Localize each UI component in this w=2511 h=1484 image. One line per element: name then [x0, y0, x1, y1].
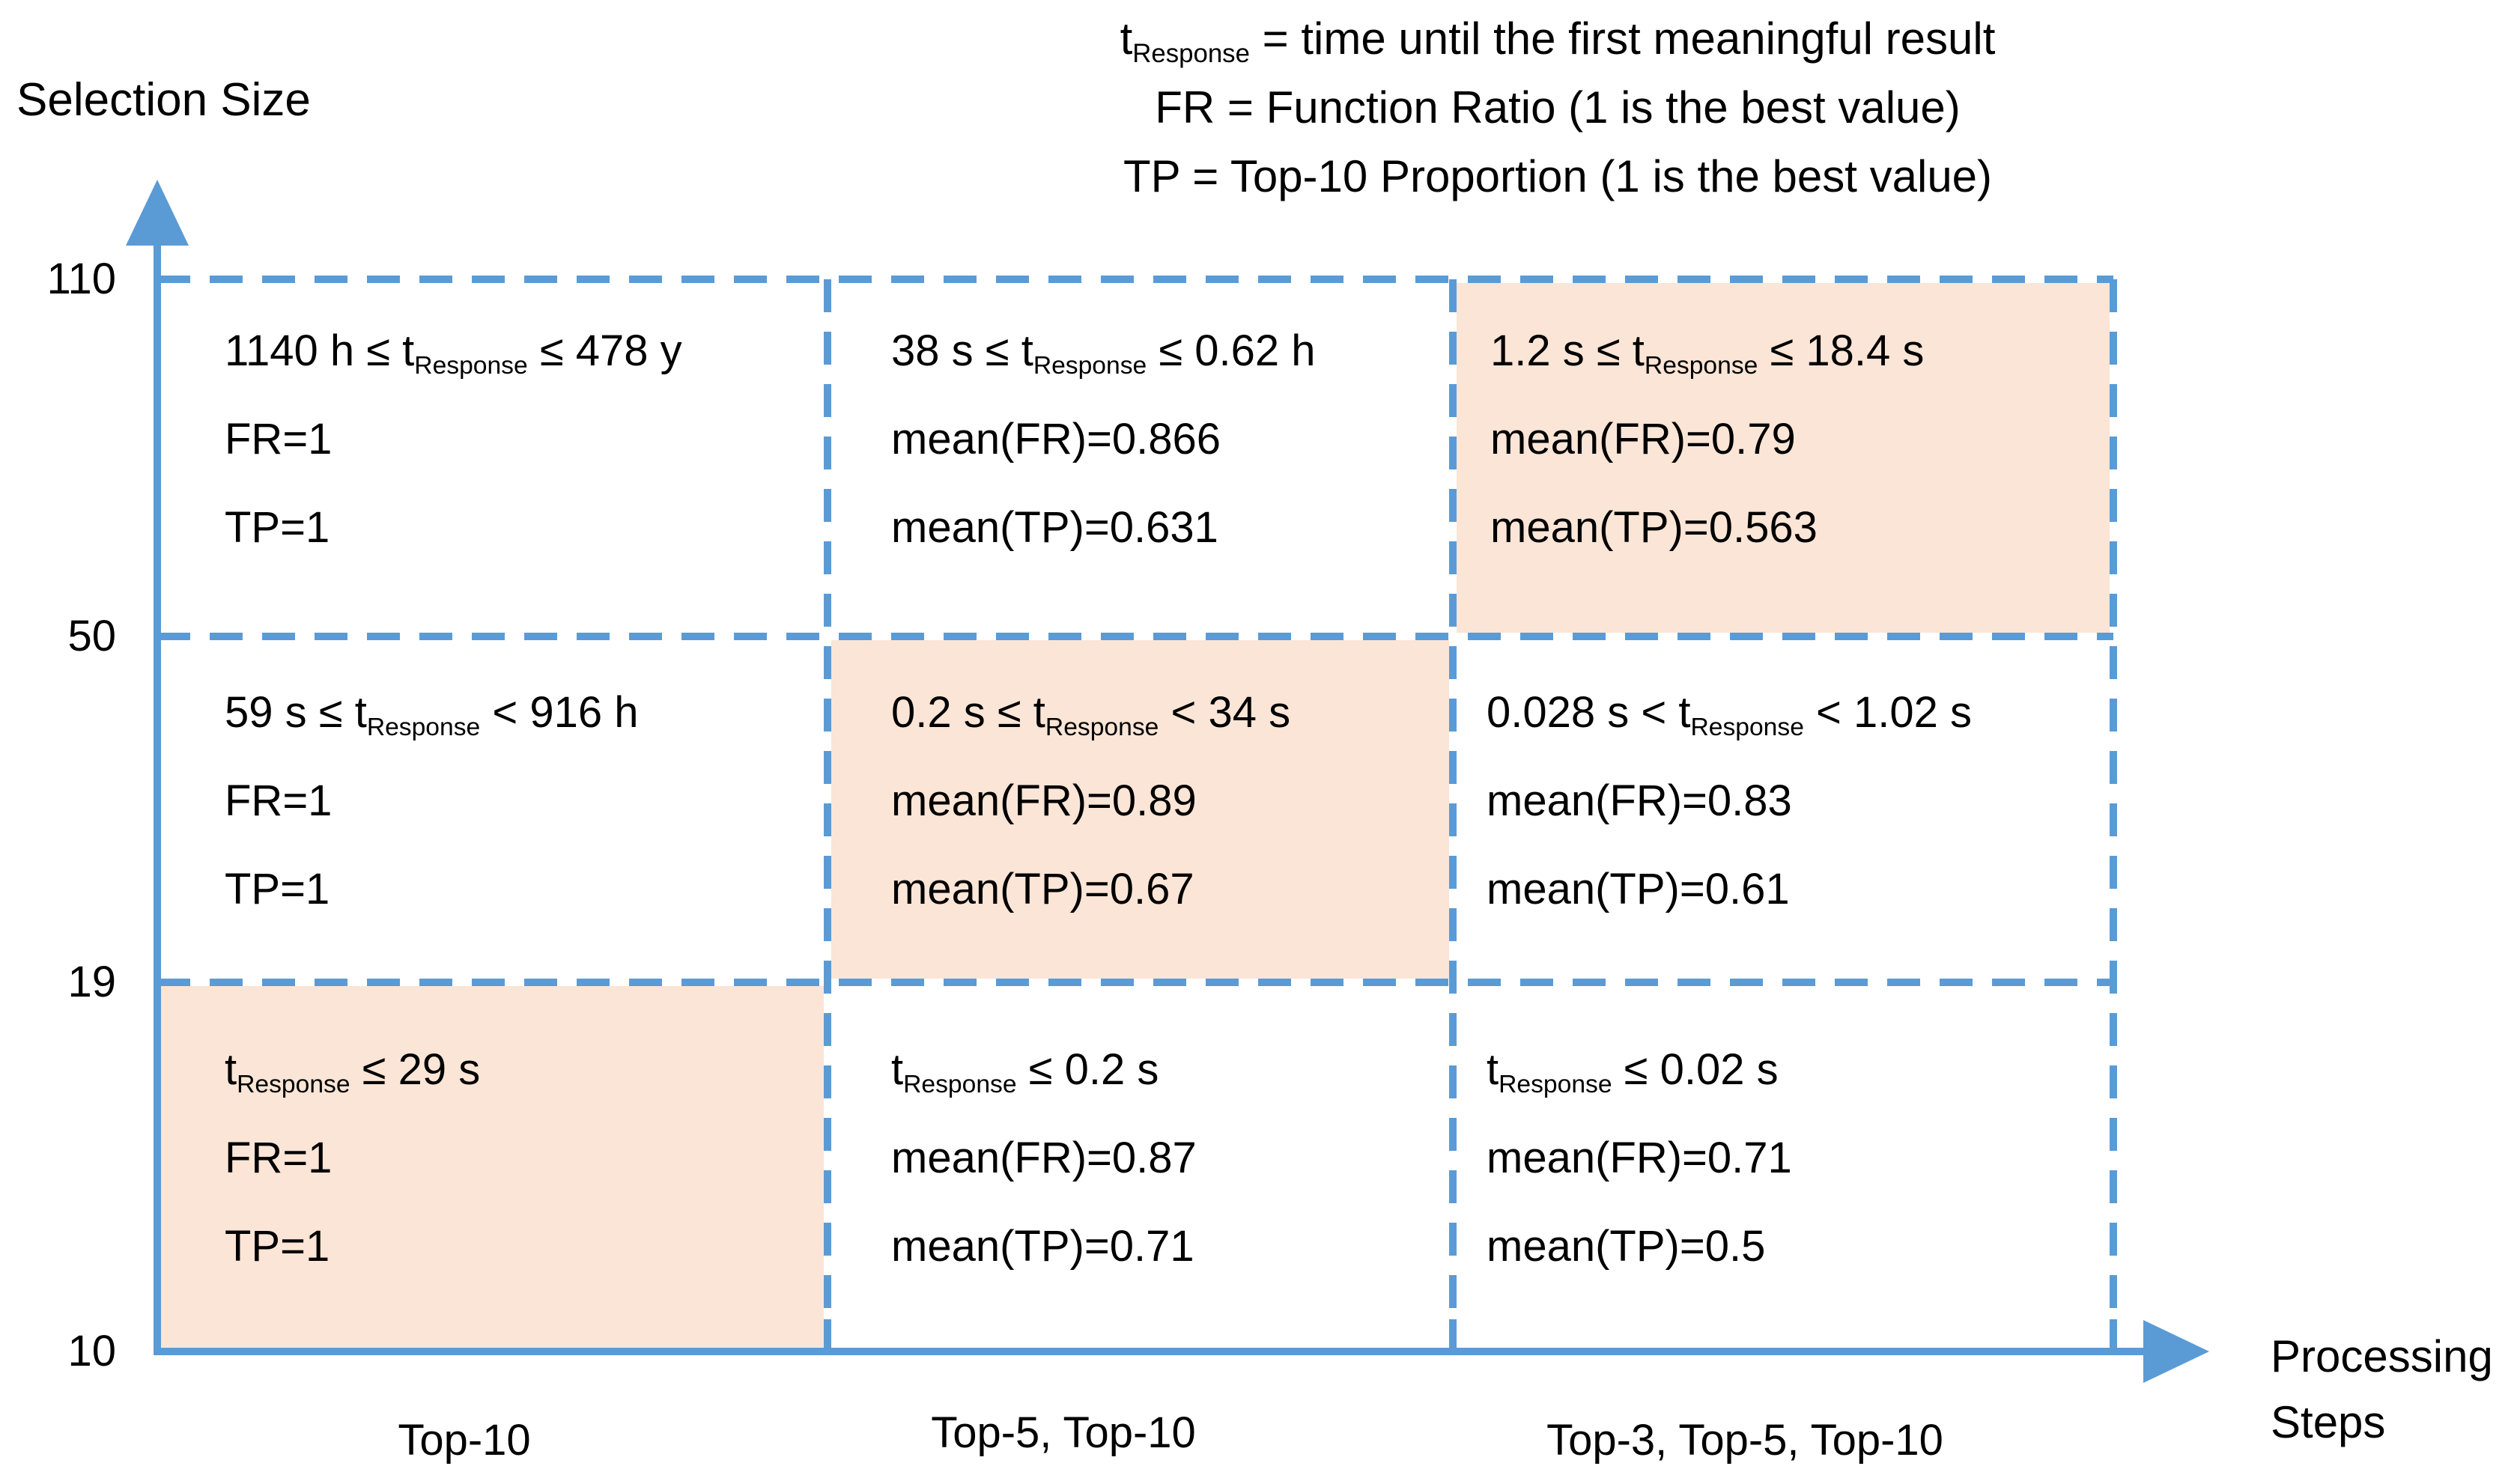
cell-row1-col0: 59 s ≤ tResponse < 916 h FR=1 TP=1	[225, 685, 638, 950]
highlight-cell-row2-col0	[161, 986, 824, 1348]
x-axis-title: Processing Steps	[2271, 1324, 2493, 1456]
x-axis-title-line2: Steps	[2271, 1397, 2386, 1447]
cell-row1-col0-trange: 59 s ≤ tResponse < 916 h	[225, 688, 639, 741]
y-tick-label-19: 19	[67, 958, 116, 1006]
cell-row0-col0-trange: 1140 h ≤ tResponse ≤ 478 y	[225, 326, 682, 380]
cell-row0-col1-trange: 38 s ≤ tResponse ≤ 0.62 h	[891, 326, 1316, 380]
cell-row1-col2-trange: 0.028 s < tResponse < 1.02 s	[1487, 688, 1973, 741]
cell-row0-col1-tp: mean(TP)=0.631	[891, 503, 1218, 552]
highlight-cell-row0-col2	[1457, 283, 2110, 633]
cell-row1-col2-tp: mean(TP)=0.61	[1487, 865, 1790, 913]
cell-row1-col1-trange: 0.2 s ≤ tResponse < 34 s	[891, 688, 1291, 741]
x-category-top5-top10: Top-5, Top-10	[931, 1408, 1196, 1457]
y-tick-label-110: 110	[46, 255, 116, 303]
cell-row0-col2-trange: 1.2 s ≤ tResponse ≤ 18.4 s	[1490, 326, 1925, 380]
cell-row0-col2: 1.2 s ≤ tResponse ≤ 18.4 s mean(FR)=0.79…	[1490, 323, 1924, 589]
grid-border-top	[157, 276, 2113, 283]
cell-row2-col1-tp: mean(TP)=0.71	[891, 1222, 1194, 1271]
cell-row2-col2-fr: mean(FR)=0.71	[1487, 1134, 1792, 1182]
cell-row0-col1: 38 s ≤ tResponse ≤ 0.62 h mean(FR)=0.866…	[891, 323, 1316, 589]
legend-line-tp: TP = Top-10 Proportion (1 is the best va…	[1123, 151, 1993, 201]
cell-row2-col0-tp: TP=1	[225, 1222, 330, 1271]
y-axis-line	[154, 232, 161, 1351]
y-axis-arrow-icon	[126, 180, 189, 246]
cell-row2-col1: tResponse ≤ 0.2 s mean(FR)=0.87 mean(TP)…	[891, 1042, 1197, 1307]
col-divider-2	[1449, 279, 1457, 1351]
cell-row0-col0: 1140 h ≤ tResponse ≤ 478 y FR=1 TP=1	[225, 323, 682, 589]
legend-line-fr: FR = Function Ratio (1 is the best value…	[1155, 82, 1961, 133]
grid-border-right	[2110, 279, 2117, 1351]
x-category-top10: Top-10	[398, 1416, 531, 1465]
col-divider-1	[824, 279, 831, 1351]
cell-row1-col0-tp: TP=1	[225, 865, 330, 913]
cell-row1-col1: 0.2 s ≤ tResponse < 34 s mean(FR)=0.89 m…	[891, 685, 1290, 950]
cell-row2-col0-fr: FR=1	[225, 1134, 333, 1182]
x-axis-title-line1: Processing	[2271, 1331, 2493, 1381]
cell-row2-col0: tResponse ≤ 29 s FR=1 TP=1	[225, 1042, 480, 1307]
x-axis-line	[154, 1348, 2146, 1355]
cell-row0-col0-fr: FR=1	[225, 415, 333, 463]
row-divider-19	[157, 979, 2113, 986]
highlight-cell-row1-col1	[831, 640, 1449, 979]
cell-row2-col1-fr: mean(FR)=0.87	[891, 1134, 1197, 1182]
legend: tResponse = time until the first meaning…	[884, 4, 2232, 211]
cell-row1-col0-fr: FR=1	[225, 776, 333, 825]
cell-row0-col2-fr: mean(FR)=0.79	[1490, 415, 1796, 463]
cell-row1-col2-fr: mean(FR)=0.83	[1487, 776, 1792, 825]
x-axis-arrow-icon	[2143, 1320, 2209, 1383]
cell-row1-col1-tp: mean(TP)=0.67	[891, 865, 1194, 913]
cell-row0-col0-tp: TP=1	[225, 503, 330, 552]
cell-row0-col1-fr: mean(FR)=0.866	[891, 415, 1221, 463]
cell-row2-col2-trange: tResponse ≤ 0.02 s	[1487, 1045, 1779, 1098]
y-axis-title: Selection Size	[16, 74, 311, 126]
x-category-top3-top5-top10: Top-3, Top-5, Top-10	[1546, 1416, 1943, 1465]
cell-row0-col2-tp: mean(TP)=0.563	[1490, 503, 1818, 552]
cell-row2-col2: tResponse ≤ 0.02 s mean(FR)=0.71 mean(TP…	[1487, 1042, 1792, 1307]
cell-row1-col2: 0.028 s < tResponse < 1.02 s mean(FR)=0.…	[1487, 685, 1972, 950]
cell-row2-col0-trange: tResponse ≤ 29 s	[225, 1045, 481, 1098]
y-tick-label-10: 10	[67, 1327, 116, 1375]
cell-row1-col1-fr: mean(FR)=0.89	[891, 776, 1197, 825]
y-tick-label-50: 50	[67, 612, 116, 660]
cell-row2-col2-tp: mean(TP)=0.5	[1487, 1222, 1766, 1271]
legend-line-response: tResponse = time until the first meaning…	[1120, 13, 1996, 69]
cell-row2-col1-trange: tResponse ≤ 0.2 s	[891, 1045, 1159, 1098]
row-divider-50	[157, 633, 2113, 640]
